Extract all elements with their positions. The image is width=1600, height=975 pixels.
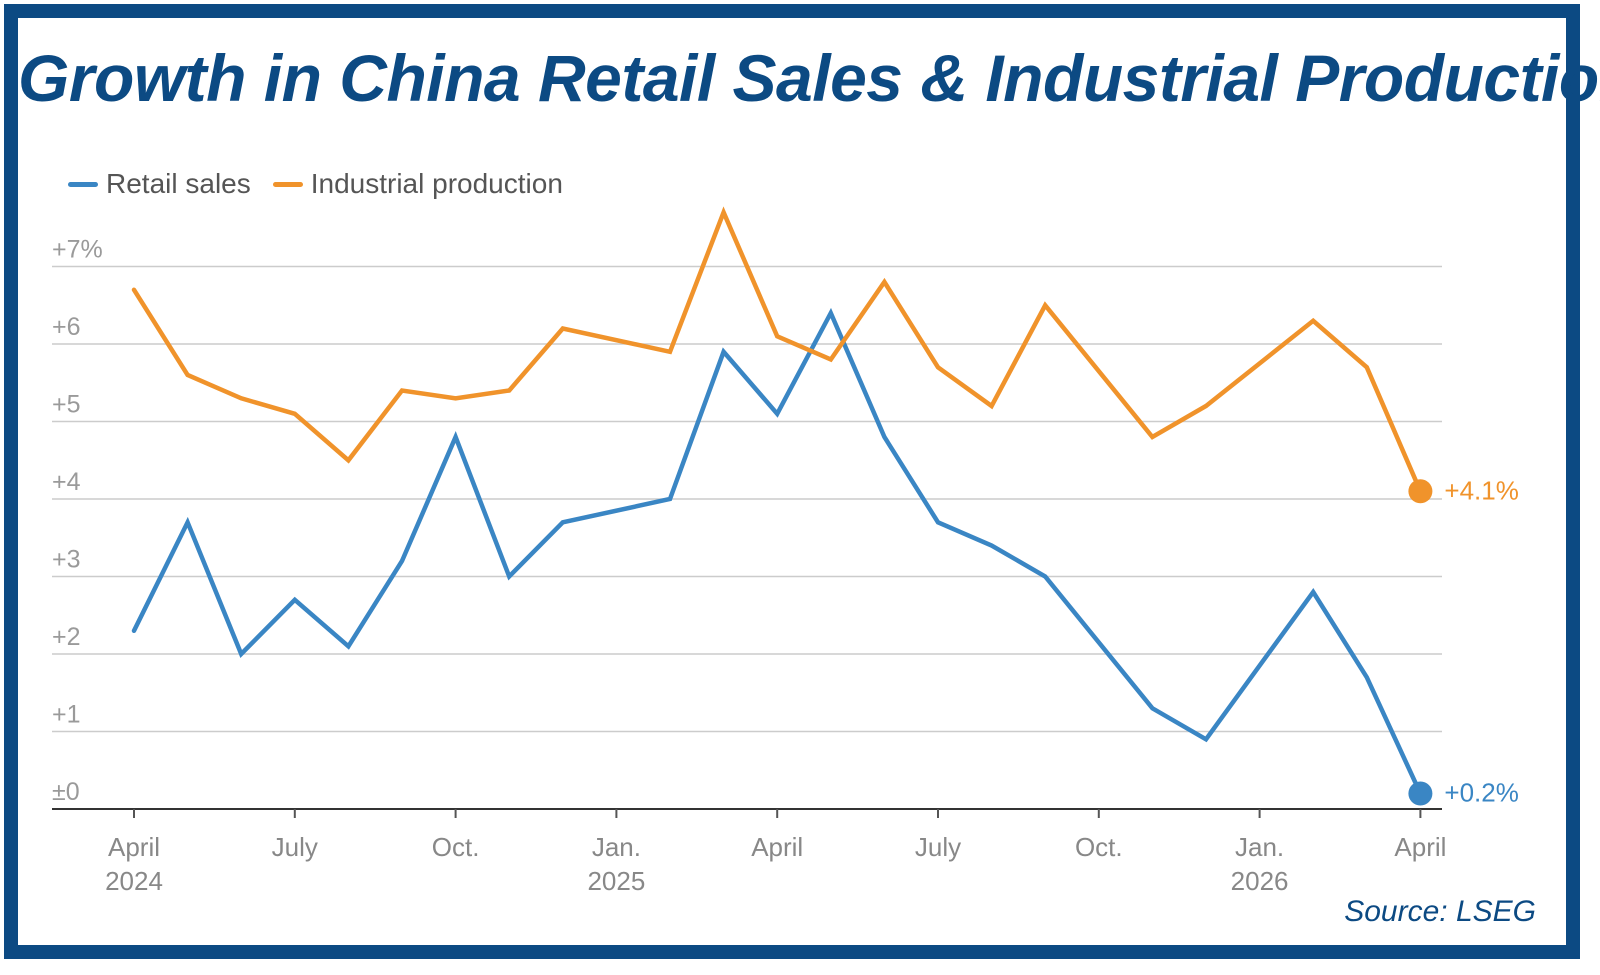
x-tick-label: April — [108, 832, 160, 862]
y-tick-label: +1 — [52, 701, 81, 729]
x-tick-label: Jan. — [592, 832, 641, 862]
end-marker-industrial — [1408, 479, 1433, 504]
x-tick-label: Oct. — [1075, 832, 1123, 862]
series-line-retail — [131, 307, 1423, 796]
legend-label-industrial: Industrial production — [310, 168, 563, 199]
y-tick-label: +5 — [52, 391, 81, 419]
legend-item-retail: Retail sales — [68, 168, 251, 200]
y-tick-label: +6 — [52, 313, 81, 341]
chart-title: Growth in China Retail Sales & Industria… — [18, 41, 1600, 115]
source-note: Source: LSEG — [1344, 895, 1536, 928]
x-tick-label: April — [1394, 832, 1446, 862]
legend: Retail sales Industrial production — [68, 168, 585, 200]
legend-swatch-retail — [68, 181, 98, 187]
y-tick-label: +3 — [52, 546, 81, 574]
y-tick-label: ±0 — [52, 778, 80, 806]
legend-swatch-industrial — [272, 181, 303, 187]
y-tick-label: +4 — [52, 468, 81, 496]
end-label-retail: +0.2% — [1444, 778, 1518, 808]
x-tick-year-label: 2024 — [105, 866, 163, 896]
end-marker-retail — [1408, 781, 1433, 806]
chart-frame: Growth in China Retail Sales & Industria… — [4, 4, 1600, 959]
y-tick-label: +2 — [52, 623, 81, 651]
x-tick-label: Oct. — [432, 832, 480, 862]
legend-item-industrial: Industrial production — [272, 168, 563, 200]
x-tick-year-label: 2026 — [1231, 866, 1289, 896]
end-label-industrial: +4.1% — [1444, 475, 1518, 505]
series-line-industrial — [131, 206, 1423, 494]
y-tick-label: +7% — [52, 236, 103, 264]
x-tick-label: July — [272, 832, 318, 862]
x-tick-label: April — [751, 832, 803, 862]
x-tick-label: July — [915, 832, 961, 862]
legend-label-retail: Retail sales — [106, 168, 251, 199]
x-tick-label: Jan. — [1235, 832, 1284, 862]
x-tick-year-label: 2025 — [587, 866, 645, 896]
